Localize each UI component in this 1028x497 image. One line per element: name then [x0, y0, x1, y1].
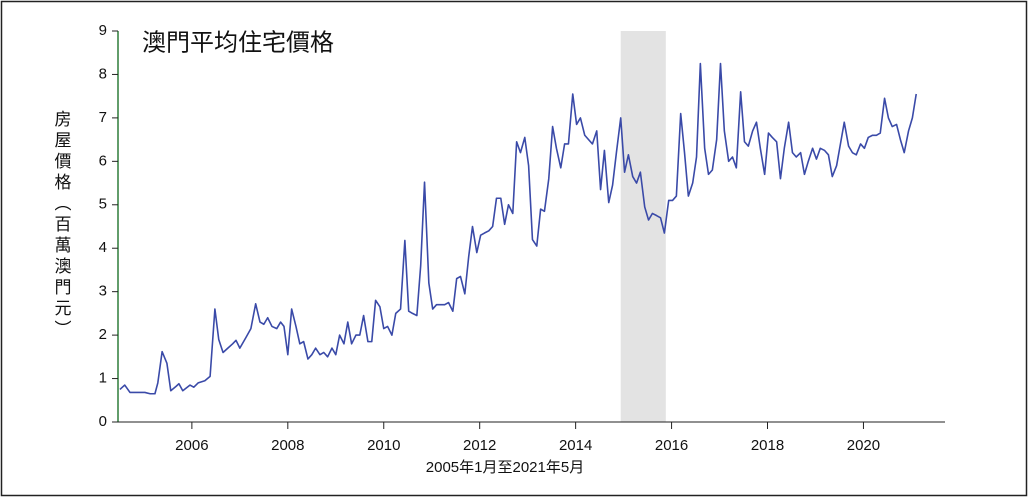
y-tick-label: 2 — [99, 326, 107, 343]
y-tick-label: 6 — [99, 152, 107, 169]
y-tick-label: 3 — [99, 283, 107, 300]
y-tick-label: 9 — [99, 22, 107, 39]
x-tick-label: 2018 — [751, 437, 784, 454]
y-tick-label: 4 — [99, 239, 107, 256]
x-tick-label: 2014 — [559, 437, 592, 454]
x-tick-label: 2012 — [463, 437, 496, 454]
x-tick-label: 2008 — [271, 437, 304, 454]
chart-title: 澳門平均住宅價格 — [142, 29, 334, 56]
x-axis-label: 2005年1月至2021年5月 — [426, 459, 584, 476]
y-tick-label: 8 — [99, 65, 107, 82]
y-axis-label: 房屋價格（百萬澳門元） — [52, 110, 72, 341]
shaded-region — [620, 31, 666, 422]
x-tick-label: 2010 — [367, 437, 400, 454]
y-tick-label: 7 — [99, 109, 107, 126]
price-line — [119, 62, 918, 395]
y-tick-label: 0 — [99, 413, 107, 430]
y-tick-label: 5 — [99, 196, 107, 213]
y-tick-label: 1 — [99, 370, 107, 387]
x-tick-label: 2020 — [847, 437, 880, 454]
x-tick-label: 2006 — [175, 437, 208, 454]
x-tick-label: 2016 — [655, 437, 688, 454]
